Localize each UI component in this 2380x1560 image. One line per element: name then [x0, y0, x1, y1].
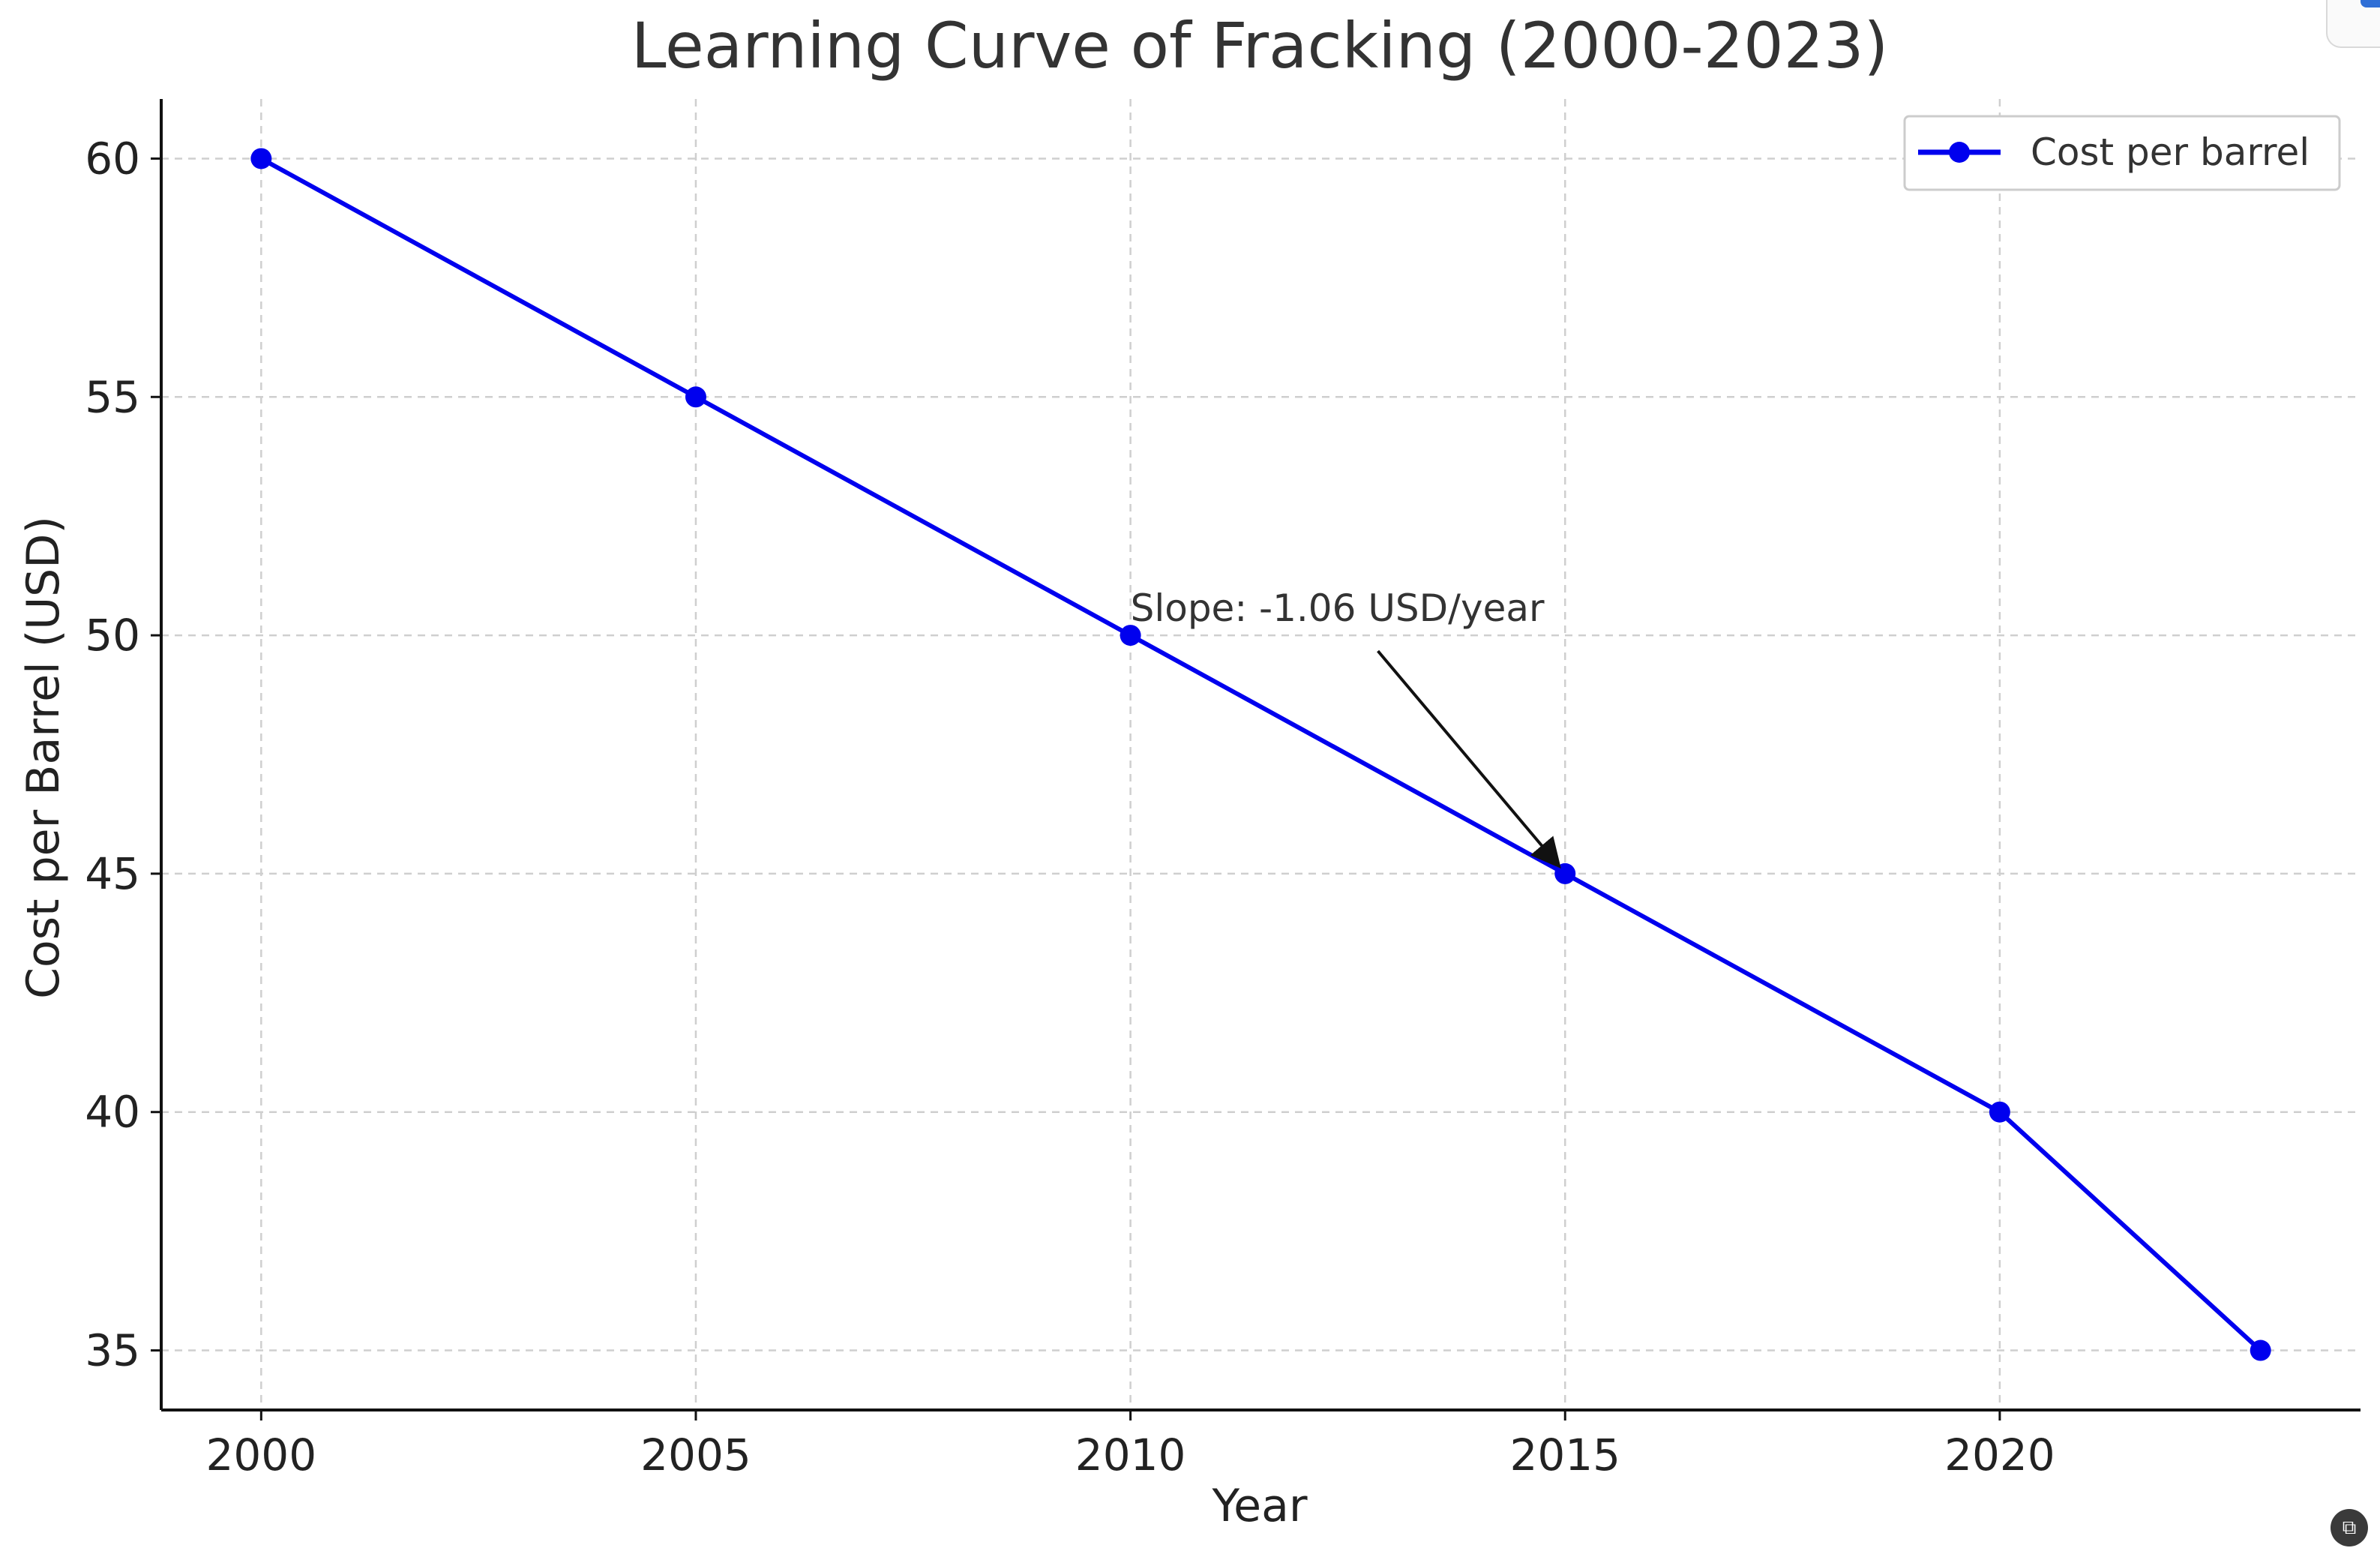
- grid: [161, 99, 2361, 1410]
- series-line-0: [259, 156, 2262, 1352]
- tick-labels: 2000 2005 2010 2015 2020 35 40 45 50 55 60: [85, 133, 2055, 1480]
- y-tick-label-60: 60: [85, 133, 140, 184]
- legend-label: Cost per barrel: [2031, 130, 2310, 174]
- y-tick-label-45: 45: [85, 848, 140, 899]
- annotation-arrow: [1377, 650, 1561, 868]
- legend-marker-swatch: [1949, 142, 1970, 163]
- x-tick-label-2000: 2000: [206, 1430, 317, 1480]
- x-tick-label-2020: 2020: [1944, 1430, 2055, 1480]
- x-tick-label-2015: 2015: [1509, 1430, 1620, 1480]
- x-tick-label-2005: 2005: [640, 1430, 751, 1480]
- legend-box: [1903, 115, 2341, 191]
- screenshot-tool-icon[interactable]: ⧉: [2331, 1509, 2368, 1546]
- data-point-2005: [685, 386, 706, 408]
- data-point-2010: [1120, 625, 1141, 646]
- chart-title: Learning Curve of Fracking (2000-2023): [631, 9, 1889, 82]
- y-tick-label-35: 35: [85, 1325, 140, 1376]
- legend: Cost per barrel: [1903, 115, 2341, 191]
- data-point-2020: [1989, 1101, 2010, 1123]
- y-tick-label-55: 55: [85, 371, 140, 422]
- annotation: Slope: -1.06 USD/year: [1131, 586, 1561, 868]
- data-point-2000: [250, 148, 272, 170]
- series-layer: [250, 148, 2271, 1361]
- app-badge-icon[interactable]: [2326, 0, 2380, 48]
- y-tick-label-40: 40: [85, 1087, 140, 1138]
- x-axis-label: Year: [1211, 1480, 1307, 1532]
- axes: [151, 99, 2361, 1420]
- data-point-2023: [2250, 1340, 2271, 1361]
- slope-annotation: Slope: -1.06 USD/year: [1131, 586, 1545, 630]
- y-axis-label: Cost per Barrel (USD): [17, 516, 70, 999]
- x-tick-label-2010: 2010: [1075, 1430, 1186, 1480]
- y-tick-label-50: 50: [85, 610, 140, 661]
